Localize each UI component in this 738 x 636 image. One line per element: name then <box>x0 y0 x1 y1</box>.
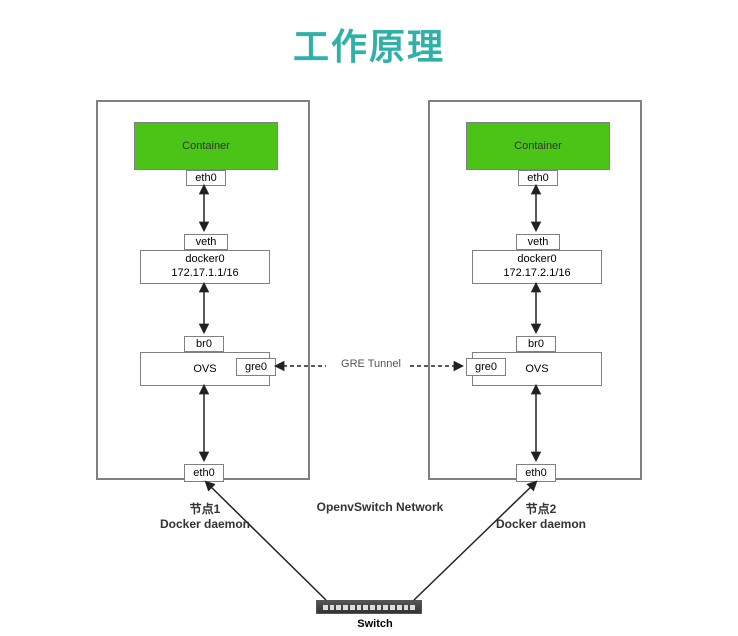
node1-gre0: gre0 <box>236 358 276 376</box>
switch-port <box>404 605 409 610</box>
page-title: 工作原理 <box>0 0 738 70</box>
node2-br0: br0 <box>516 336 556 352</box>
switch-port <box>336 605 341 610</box>
switch-port <box>390 605 395 610</box>
node1-label-line2: Docker daemon <box>160 517 250 531</box>
node1-label-line1: 节点1 <box>190 502 221 516</box>
node1-br0: br0 <box>184 336 224 352</box>
node2-gre0: gre0 <box>466 358 506 376</box>
node2-container: Container <box>466 122 610 170</box>
switch-port <box>377 605 382 610</box>
node1-label: 节点1 Docker daemon <box>140 500 270 531</box>
node2-label-line2: Docker daemon <box>496 517 586 531</box>
node1-container: Container <box>134 122 278 170</box>
switch-port <box>323 605 328 610</box>
switch-port <box>363 605 368 610</box>
node2-veth: veth <box>516 234 560 250</box>
switch-port <box>330 605 335 610</box>
switch-port <box>397 605 402 610</box>
switch-port <box>370 605 375 610</box>
switch-port <box>383 605 388 610</box>
diagram-canvas: Container eth0 veth docker0 172.17.1.1/1… <box>0 100 738 636</box>
node1-docker0-ip: 172.17.1.1/16 <box>171 267 238 281</box>
switch-port <box>357 605 362 610</box>
node2-docker0-ip: 172.17.2.1/16 <box>503 267 570 281</box>
node1-eth0-bottom: eth0 <box>184 464 224 482</box>
switch-port <box>350 605 355 610</box>
switch-port <box>343 605 348 610</box>
gre-tunnel-label: GRE Tunnel <box>334 358 408 370</box>
node1-docker0-name: docker0 <box>185 253 224 267</box>
node2-docker0-name: docker0 <box>517 253 556 267</box>
node2-frame: Container eth0 veth docker0 172.17.2.1/1… <box>428 100 642 480</box>
node1-veth: veth <box>184 234 228 250</box>
network-label: OpenvSwitch Network <box>300 500 460 514</box>
node2-eth0-bottom: eth0 <box>516 464 556 482</box>
switch-port <box>410 605 415 610</box>
node2-label-line1: 节点2 <box>526 502 557 516</box>
node1-frame: Container eth0 veth docker0 172.17.1.1/1… <box>96 100 310 480</box>
switch-label: Switch <box>350 618 400 630</box>
switch-device <box>316 600 422 614</box>
node2-label: 节点2 Docker daemon <box>476 500 606 531</box>
node1-docker0: docker0 172.17.1.1/16 <box>140 250 270 284</box>
node2-docker0: docker0 172.17.2.1/16 <box>472 250 602 284</box>
node1-eth0-top: eth0 <box>186 170 226 186</box>
node2-eth0-top: eth0 <box>518 170 558 186</box>
